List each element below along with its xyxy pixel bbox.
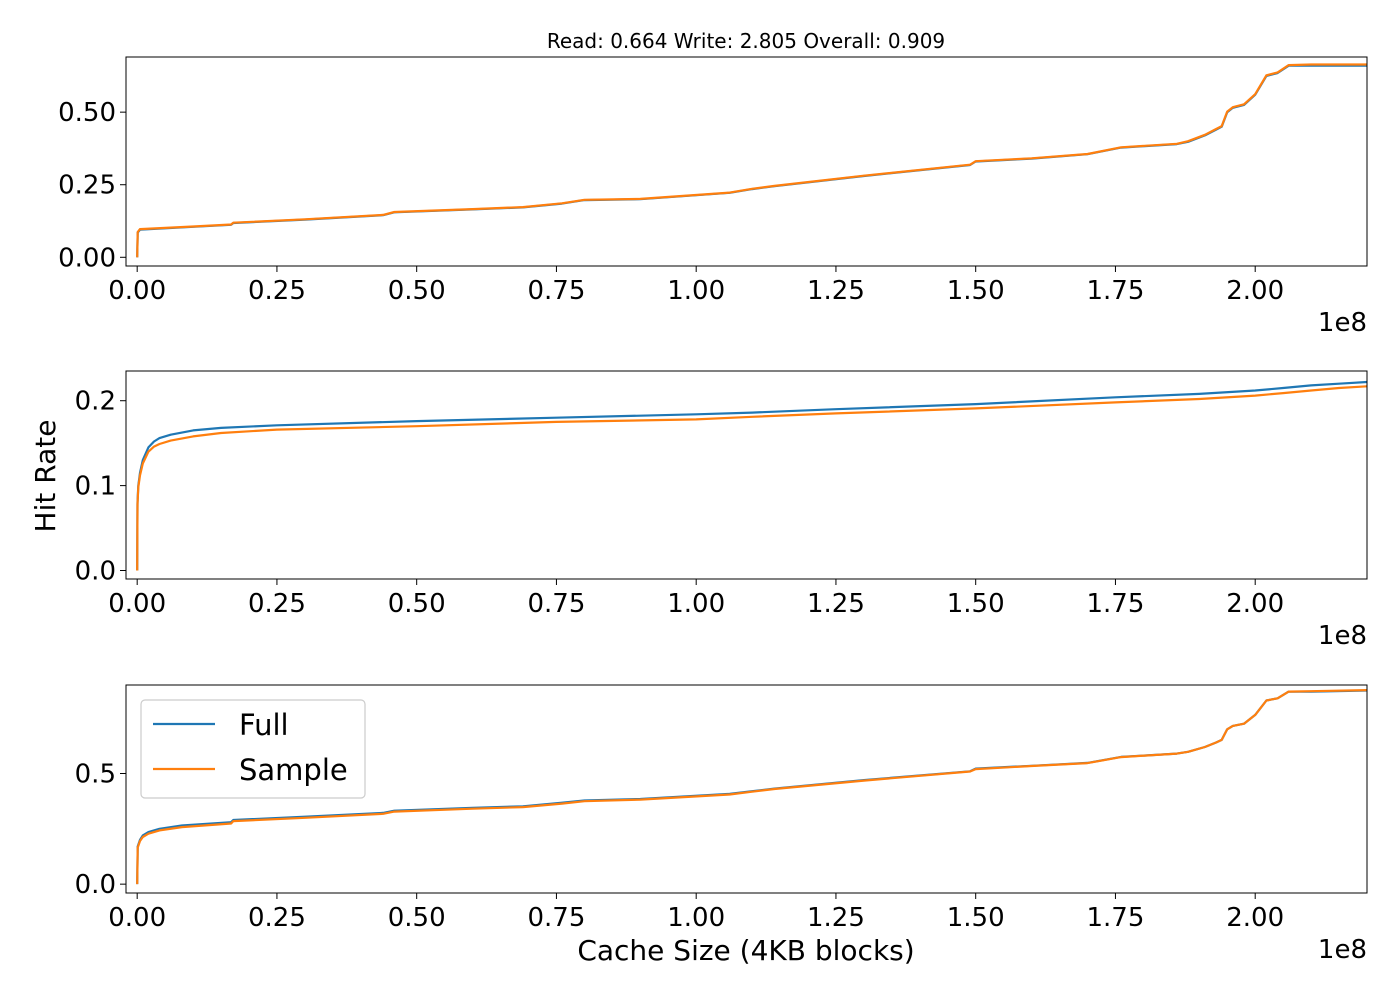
x-tick-label: 1.75 xyxy=(1087,903,1145,933)
x-tick-label: 0.50 xyxy=(388,589,446,619)
x-tick-label: 0.75 xyxy=(527,903,585,933)
y-tick-label: 0.0 xyxy=(75,557,116,587)
legend-sample-label: Sample xyxy=(239,753,348,787)
x-tick-label: 0.00 xyxy=(108,903,166,933)
chart-title: Read: 0.664 Write: 2.805 Overall: 0.909 xyxy=(547,29,945,53)
axes-frame xyxy=(125,684,1368,894)
y-tick-label: 0.00 xyxy=(58,243,116,273)
x-tick-label: 0.25 xyxy=(248,276,306,306)
x-tick-label: 0.25 xyxy=(248,589,306,619)
x-tick-label: 1.25 xyxy=(807,589,865,619)
plot-area xyxy=(136,380,1367,571)
y-axis-label: Hit Rate xyxy=(29,420,62,533)
top-subplot: 0.00 0.25 0.50 0.75 1.00 1.25 1.50 1.75 2.00 0.00… xyxy=(58,56,1368,338)
plot-area xyxy=(136,689,1367,885)
bottom-subplot: 0.00 0.25 0.50 0.75 1.00 1.25 1.50 1.75 2.00 0.0 0… xyxy=(75,684,1368,965)
x-tick-label: 0.00 xyxy=(108,276,166,306)
series-line-full xyxy=(136,380,1367,571)
series-line-sample xyxy=(136,689,1367,885)
x-tick-label: 1.25 xyxy=(807,276,865,306)
x-tick-label: 0.75 xyxy=(527,276,585,306)
series-line-full xyxy=(136,64,1367,258)
legend: Full Sample xyxy=(140,699,366,799)
x-tick-label: 1.00 xyxy=(667,589,725,619)
middle-subplot: 0.00 0.25 0.50 0.75 1.00 1.25 1.50 1.75 2.00 0.0 0… xyxy=(75,370,1368,651)
x-axis-label: Cache Size (4KB blocks) xyxy=(577,934,914,967)
x-tick-label: 1.75 xyxy=(1087,276,1145,306)
x-offset-label: 1e8 xyxy=(1318,621,1367,651)
x-tick-label: 0.50 xyxy=(388,903,446,933)
x-tick-label: 0.50 xyxy=(388,276,446,306)
x-tick-label: 1.50 xyxy=(947,903,1005,933)
x-tick-label: 1.00 xyxy=(667,903,725,933)
y-tick-label: 0.1 xyxy=(75,472,116,502)
legend-full-label: Full xyxy=(239,708,289,742)
x-tick-label: 2.00 xyxy=(1226,903,1284,933)
x-offset-label: 1e8 xyxy=(1318,308,1367,338)
x-tick-label: 1.50 xyxy=(947,589,1005,619)
axes-frame xyxy=(125,370,1368,580)
y-tick-label: 0.25 xyxy=(58,171,116,201)
plot-area xyxy=(136,63,1367,258)
series-line-sample xyxy=(136,385,1367,571)
x-tick-label: 2.00 xyxy=(1226,276,1284,306)
x-tick-label: 0.00 xyxy=(108,589,166,619)
y-tick-label: 0.50 xyxy=(58,98,116,128)
x-tick-label: 1.25 xyxy=(807,903,865,933)
x-tick-label: 0.75 xyxy=(527,589,585,619)
x-tick-label: 1.75 xyxy=(1087,589,1145,619)
y-tick-label: 0.0 xyxy=(75,870,116,900)
x-tick-label: 1.50 xyxy=(947,276,1005,306)
x-offset-label: 1e8 xyxy=(1318,935,1367,965)
y-tick-label: 0.5 xyxy=(75,760,116,790)
x-tick-label: 0.25 xyxy=(248,903,306,933)
axes-frame xyxy=(125,56,1368,267)
y-tick-label: 0.2 xyxy=(75,387,116,417)
x-tick-label: 2.00 xyxy=(1226,589,1284,619)
series-line-sample xyxy=(136,63,1367,258)
x-tick-label: 1.00 xyxy=(667,276,725,306)
